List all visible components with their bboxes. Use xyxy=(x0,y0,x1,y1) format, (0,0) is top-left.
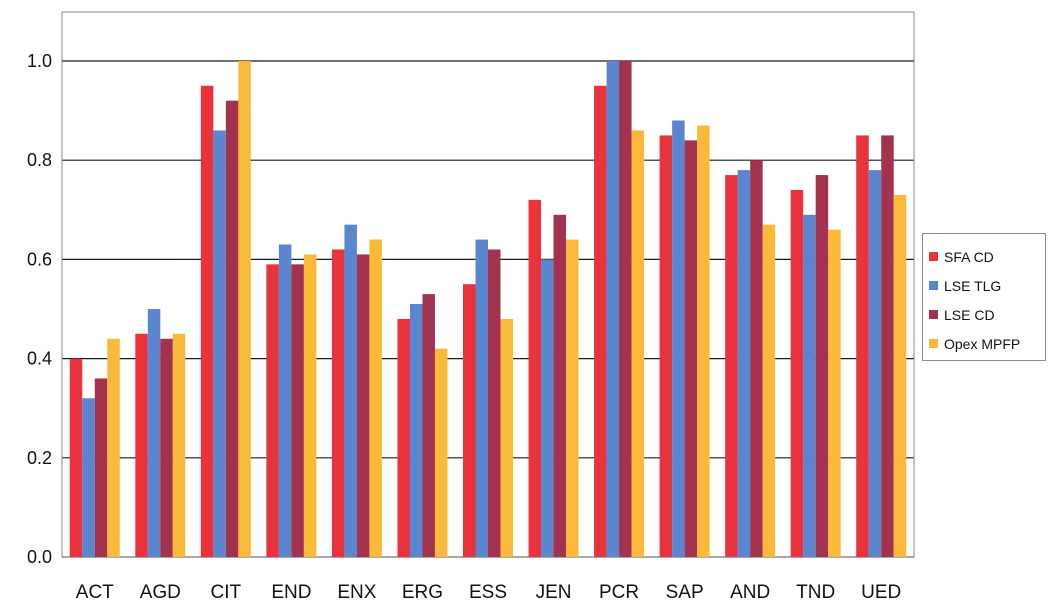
bar xyxy=(553,214,567,557)
bar xyxy=(278,244,292,557)
bar xyxy=(659,135,673,557)
bar xyxy=(344,224,357,557)
x-tick-label: UED xyxy=(861,582,901,603)
bar xyxy=(200,85,214,558)
legend-swatch xyxy=(929,281,938,290)
bar xyxy=(815,175,829,557)
bar xyxy=(303,254,317,557)
y-tick-label: 0.6 xyxy=(27,249,52,269)
bar xyxy=(566,239,579,557)
bar xyxy=(594,85,607,558)
legend-label: Opex MPFP xyxy=(944,335,1021,352)
bar xyxy=(500,318,513,557)
bar xyxy=(672,120,685,558)
y-axis-ticks: 0.0 0.2 0.4 0.6 0.8 1.0 xyxy=(27,51,52,567)
y-tick-label: 0.0 xyxy=(27,547,52,567)
bar xyxy=(790,189,804,557)
bar xyxy=(475,239,488,557)
bar xyxy=(422,294,435,557)
x-tick-label: ERG xyxy=(402,582,443,603)
bar xyxy=(803,214,816,557)
x-tick-label: END xyxy=(271,582,311,603)
x-axis-ticks: ACT AGD CIT END ENX ERG ESS JEN PCR SAP AND TND UED xyxy=(76,582,902,603)
bar xyxy=(725,175,738,557)
legend-item-sfa-cd: SFA CD xyxy=(929,242,1045,271)
legend-label: SFA CD xyxy=(944,248,994,265)
bar xyxy=(606,61,620,557)
bar xyxy=(619,61,632,557)
bar xyxy=(463,284,476,557)
bar xyxy=(868,170,882,557)
legend-swatch xyxy=(929,339,938,348)
x-tick-label: ESS xyxy=(469,582,507,603)
legend-swatch xyxy=(929,310,938,319)
bar xyxy=(488,249,501,558)
legend-swatch xyxy=(929,252,938,261)
bar xyxy=(528,199,542,557)
x-tick-label: ENX xyxy=(337,582,376,603)
bars xyxy=(69,61,907,558)
bar xyxy=(213,130,226,557)
x-tick-label: TND xyxy=(796,582,835,603)
bar xyxy=(541,259,554,557)
legend-item-lse-tlg: LSE TLG xyxy=(929,271,1045,300)
y-tick-label: 0.4 xyxy=(27,349,52,369)
bar xyxy=(238,61,251,557)
bar xyxy=(135,333,148,557)
x-tick-label: AGD xyxy=(140,582,181,603)
bar xyxy=(147,309,161,557)
legend-item-lse-cd: LSE CD xyxy=(929,300,1045,329)
bar xyxy=(893,194,907,558)
bar xyxy=(356,254,370,557)
legend-item-opex-mpfp: Opex MPFP xyxy=(929,329,1045,358)
y-tick-label: 0.2 xyxy=(27,448,52,468)
bar xyxy=(750,160,763,557)
bar xyxy=(409,304,423,557)
bar xyxy=(856,135,869,557)
bar xyxy=(225,100,239,558)
bar xyxy=(160,338,173,557)
bar xyxy=(107,338,120,557)
x-tick-label: ACT xyxy=(76,582,114,603)
y-tick-label: 0.8 xyxy=(27,150,52,170)
x-tick-label: PCR xyxy=(599,582,639,603)
bar xyxy=(737,170,751,557)
bar xyxy=(881,135,894,557)
bar xyxy=(369,239,382,557)
bar xyxy=(631,130,645,557)
bar xyxy=(94,378,108,557)
bar xyxy=(828,229,841,557)
x-tick-label: AND xyxy=(730,582,770,603)
x-tick-label: SAP xyxy=(666,582,704,603)
bar xyxy=(291,264,304,557)
bar xyxy=(82,398,95,557)
bar xyxy=(762,224,776,557)
bar xyxy=(684,140,698,558)
bar xyxy=(266,264,279,557)
bar xyxy=(434,348,448,557)
x-tick-label: CIT xyxy=(211,582,242,603)
legend-label: LSE CD xyxy=(944,306,995,323)
bar xyxy=(331,249,345,558)
bar xyxy=(172,333,186,557)
legend-label: LSE TLG xyxy=(944,277,1002,294)
bar xyxy=(697,125,710,557)
y-tick-label: 1.0 xyxy=(27,51,52,71)
legend: SFA CD LSE TLG LSE CD Opex MPFP xyxy=(922,233,1046,361)
bar xyxy=(397,318,410,557)
bar xyxy=(69,358,83,557)
x-tick-label: JEN xyxy=(536,582,572,603)
